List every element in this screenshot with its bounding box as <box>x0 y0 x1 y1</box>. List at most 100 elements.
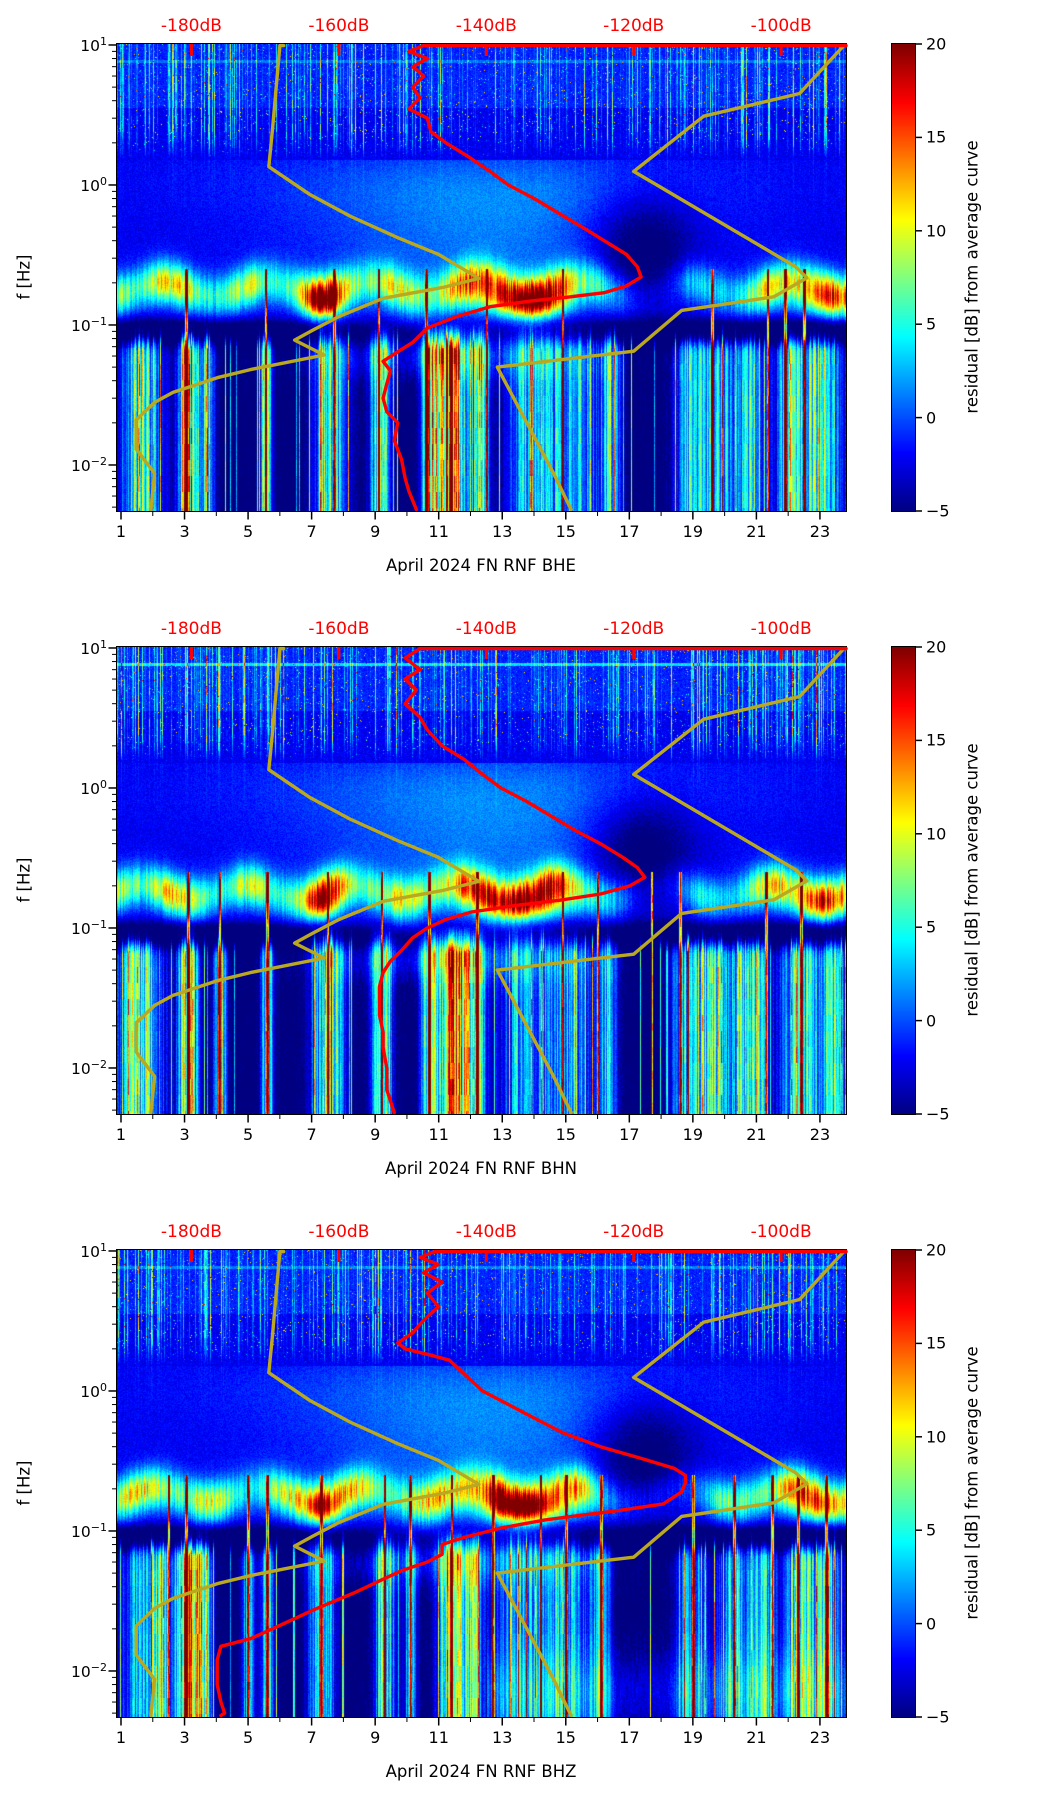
x-tick-label: 3 <box>179 522 190 541</box>
spectrogram-heatmap <box>117 1250 846 1717</box>
x-tick-label: 17 <box>619 1728 640 1747</box>
x-tick-label: 15 <box>555 522 576 541</box>
top-db-tick-label: -100dB <box>750 16 812 36</box>
colorbar-tick-label: 5 <box>926 1520 937 1540</box>
top-db-tick-label: -100dB <box>750 1222 812 1242</box>
x-tick-label: 3 <box>179 1125 190 1144</box>
panel-bhn: -180dB -160dB -140dB -120dB -100dB 101 100 10−… <box>0 603 1052 1206</box>
average-psd-curve <box>381 43 848 512</box>
x-tick-label: 11 <box>428 522 449 541</box>
curves-overlay <box>108 43 922 520</box>
top-db-tick-label: -180dB <box>160 619 222 639</box>
curves-overlay <box>108 646 922 1123</box>
x-tick-label: 13 <box>492 522 513 541</box>
colorbar-tick-label: 15 <box>926 730 947 750</box>
y-tick-label: 100 <box>80 777 107 799</box>
y-tick-label: 101 <box>80 637 107 659</box>
x-tick-label: 15 <box>555 1125 576 1144</box>
x-tick-label: 19 <box>682 1125 704 1144</box>
colorbar-tick-label: 15 <box>926 127 947 147</box>
y-tick-label: 101 <box>80 1240 107 1262</box>
curves-overlay <box>108 1249 922 1726</box>
x-tick-label: 17 <box>619 1125 640 1144</box>
x-tick-label: 23 <box>809 522 831 541</box>
x-tick-label: 21 <box>746 1125 767 1144</box>
top-db-tick-label: -140dB <box>455 1222 517 1242</box>
y-tick-label: 101 <box>80 34 107 56</box>
top-db-tick-label: -120dB <box>603 619 665 639</box>
colorbar-tick-label: −5 <box>926 1104 950 1124</box>
x-axis-label: April 2024 FN RNF BHZ <box>385 1762 577 1781</box>
colorbar-tick-label: 0 <box>926 408 937 428</box>
noise-model-low-curve <box>134 1249 481 1718</box>
x-tick-label: 1 <box>115 522 127 541</box>
colorbar-tick-label: 20 <box>926 1240 947 1260</box>
y-tick-label: 100 <box>80 174 107 196</box>
top-db-tick-label: -140dB <box>455 619 517 639</box>
noise-model-high-curve <box>495 1249 848 1718</box>
x-tick-label: 15 <box>555 1728 576 1747</box>
y-axis-label: f [Hz] <box>14 254 34 300</box>
noise-model-high-curve <box>495 646 848 1115</box>
top-db-tick-label: -160dB <box>308 16 370 36</box>
x-tick-label: 9 <box>370 1125 381 1144</box>
x-axis-label: April 2024 FN RNF BHN <box>385 1159 577 1178</box>
y-axis-label: f [Hz] <box>14 1460 34 1506</box>
x-tick-label: 9 <box>370 522 381 541</box>
top-db-tick-label: -120dB <box>603 1222 665 1242</box>
x-tick-label: 17 <box>619 522 640 541</box>
colorbar-label: residual [dB] from average curve <box>962 140 982 414</box>
y-tick-label: 10−1 <box>71 1520 107 1542</box>
colorbar-label: residual [dB] from average curve <box>962 1346 982 1620</box>
x-tick-label: 9 <box>370 1728 381 1747</box>
colorbar-tick-label: 0 <box>926 1614 937 1634</box>
x-tick-label: 19 <box>682 522 704 541</box>
colorbar-tick-label: 5 <box>926 917 937 937</box>
x-axis-label: April 2024 FN RNF BHE <box>386 556 576 575</box>
x-tick-label: 13 <box>492 1728 513 1747</box>
spectrogram-heatmap <box>117 44 846 511</box>
x-tick-label: 7 <box>306 1125 317 1144</box>
x-tick-label: 7 <box>306 522 317 541</box>
noise-model-low-curve <box>134 646 481 1115</box>
colorbar-tick-label: 20 <box>926 637 947 657</box>
colorbar-tick-label: 10 <box>926 221 947 241</box>
x-tick-label: 13 <box>492 1125 513 1144</box>
top-db-tick-label: -160dB <box>308 1222 370 1242</box>
colorbar <box>892 44 915 511</box>
panel-bhz: -180dB -160dB -140dB -120dB -100dB 101 100 10−… <box>0 1206 1052 1809</box>
colorbar <box>892 1250 915 1717</box>
y-tick-label: 100 <box>80 1380 107 1402</box>
colorbar <box>892 647 915 1114</box>
top-db-tick-label: -120dB <box>603 16 665 36</box>
x-tick-label: 5 <box>242 1728 254 1747</box>
x-tick-label: 1 <box>115 1728 127 1747</box>
x-tick-label: 5 <box>242 522 254 541</box>
x-tick-label: 1 <box>115 1125 127 1144</box>
y-axis-label: f [Hz] <box>14 857 34 903</box>
x-tick-label: 19 <box>682 1728 704 1747</box>
top-db-tick-label: -100dB <box>750 619 812 639</box>
y-tick-label: 10−2 <box>71 1660 107 1682</box>
colorbar-tick-label: 5 <box>926 314 937 334</box>
x-tick-label: 23 <box>809 1125 831 1144</box>
colorbar-tick-label: −5 <box>926 501 950 521</box>
colorbar-tick-label: 20 <box>926 34 947 54</box>
top-db-tick-label: -160dB <box>308 619 370 639</box>
panel-bhe: -180dB -160dB -140dB -120dB -100dB 101 100 10−… <box>0 0 1052 603</box>
colorbar-label: residual [dB] from average curve <box>962 743 982 1017</box>
x-tick-label: 5 <box>242 1125 254 1144</box>
colorbar-tick-label: 10 <box>926 824 947 844</box>
top-db-tick-label: -180dB <box>160 16 222 36</box>
average-psd-curve <box>215 1249 848 1718</box>
noise-model-low-curve <box>134 43 481 512</box>
noise-model-high-curve <box>495 43 848 512</box>
y-tick-label: 10−2 <box>71 1057 107 1079</box>
colorbar-tick-label: 10 <box>926 1427 947 1447</box>
y-tick-label: 10−1 <box>71 314 107 336</box>
x-tick-label: 3 <box>179 1728 190 1747</box>
x-tick-label: 21 <box>746 522 767 541</box>
top-db-tick-label: -140dB <box>455 16 517 36</box>
x-tick-label: 7 <box>306 1728 317 1747</box>
x-tick-label: 11 <box>428 1125 449 1144</box>
